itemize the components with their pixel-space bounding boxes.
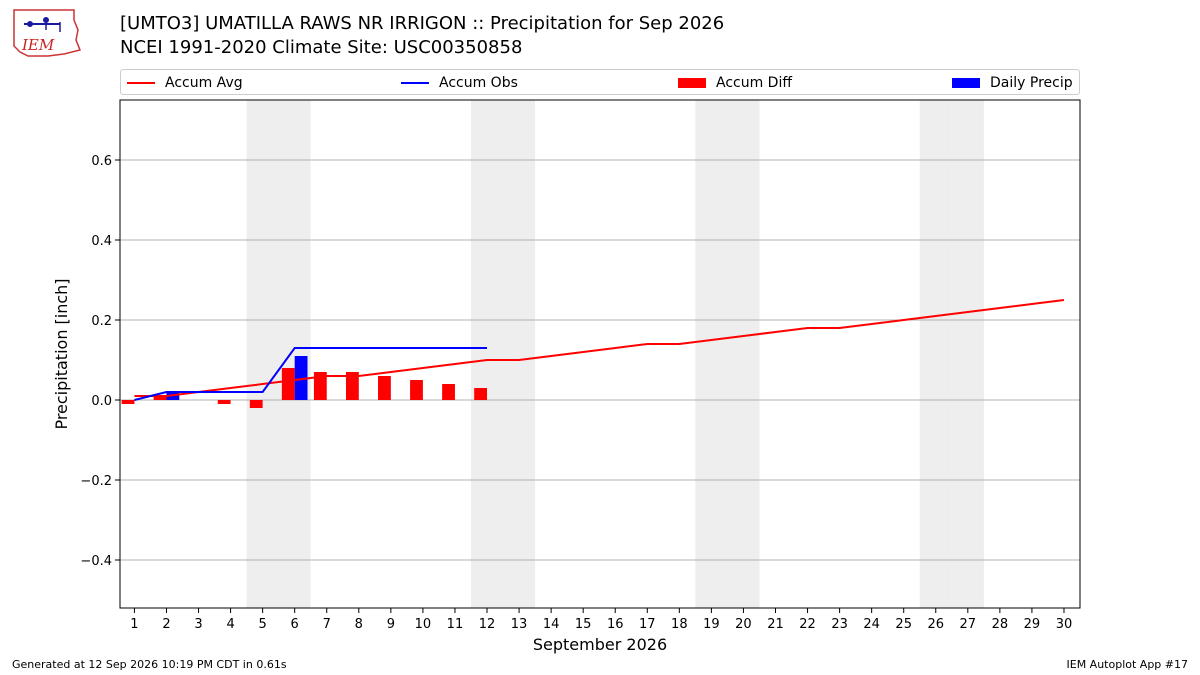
ytick-label-2: 0.0 xyxy=(91,394,112,409)
weekend-band-19 xyxy=(695,100,728,608)
chart-title: [UMTO3] UMATILLA RAWS NR IRRIGON :: Prec… xyxy=(120,13,725,34)
daily-bar-6 xyxy=(294,356,308,400)
weekend-band-27 xyxy=(951,100,984,608)
xtick-label-28: 28 xyxy=(992,617,1009,632)
xtick-label-13: 13 xyxy=(511,617,528,632)
legend-swatch-daily-precip xyxy=(952,78,980,88)
xtick-label-3: 3 xyxy=(194,617,202,632)
diff-bar-12 xyxy=(474,388,488,400)
logo-text: IEM xyxy=(21,36,55,54)
weekend-band-12 xyxy=(470,100,504,608)
diff-bar-8 xyxy=(345,372,359,400)
accum-obs-line xyxy=(134,347,488,401)
xtick-label-2: 2 xyxy=(162,617,170,632)
legend-item-accum-diff: Accum Diff xyxy=(678,74,792,92)
legend: Accum Avg Accum Obs Accum Diff Daily Pre… xyxy=(120,69,1080,95)
ytick-label-5: 0.6 xyxy=(91,154,112,169)
weekend-band-5 xyxy=(246,100,279,608)
xtick-label-11: 11 xyxy=(447,617,464,632)
x-axis-label: September 2026 xyxy=(533,635,667,654)
legend-item-daily-precip: Daily Precip xyxy=(952,74,1073,92)
xtick-label-10: 10 xyxy=(415,617,432,632)
xtick-label-29: 29 xyxy=(1024,617,1041,632)
xtick-label-17: 17 xyxy=(639,617,656,632)
xtick-label-25: 25 xyxy=(895,617,912,632)
diff-bar-1 xyxy=(121,400,135,404)
weekend-band-20 xyxy=(727,100,760,608)
legend-item-accum-obs: Accum Obs xyxy=(401,74,518,92)
xtick-label-23: 23 xyxy=(831,617,848,632)
diff-bar-9 xyxy=(378,376,391,400)
xtick-label-26: 26 xyxy=(927,617,944,632)
y-axis-label: Precipitation [inch] xyxy=(52,278,71,429)
xtick-label-18: 18 xyxy=(671,617,688,632)
diff-bar-2 xyxy=(153,396,167,400)
weekend-band-26 xyxy=(919,100,952,608)
accum-avg-line xyxy=(134,299,1065,397)
xtick-label-12: 12 xyxy=(479,617,496,632)
title-block: [UMTO3] UMATILLA RAWS NR IRRIGON :: Prec… xyxy=(120,12,724,60)
legend-label-accum-obs: Accum Obs xyxy=(439,75,518,91)
xtick-label-16: 16 xyxy=(607,617,624,632)
xtick-label-20: 20 xyxy=(735,617,752,632)
ytick-label-1: −0.2 xyxy=(80,474,112,489)
weekend-band-6 xyxy=(278,100,311,608)
plot-frame xyxy=(119,99,1081,609)
xtick-label-27: 27 xyxy=(960,617,977,632)
xtick-label-15: 15 xyxy=(575,617,592,632)
xtick-label-19: 19 xyxy=(703,617,720,632)
diff-bar-6 xyxy=(281,368,295,400)
diff-bar-10 xyxy=(410,380,423,400)
ytick-label-0: −0.4 xyxy=(80,554,112,569)
diff-bar-11 xyxy=(442,384,455,400)
footer-app: IEM Autoplot App #17 xyxy=(1066,658,1189,671)
daily-bar-2 xyxy=(166,392,180,400)
legend-label-daily-precip: Daily Precip xyxy=(990,75,1073,91)
xtick-label-7: 7 xyxy=(323,617,331,632)
legend-swatch-accum-avg xyxy=(127,82,155,84)
legend-swatch-accum-diff xyxy=(678,78,706,88)
xtick-label-4: 4 xyxy=(226,617,234,632)
diff-bar-5 xyxy=(249,400,263,408)
chart-subtitle: NCEI 1991-2020 Climate Site: USC00350858 xyxy=(120,37,523,58)
ytick-label-3: 0.2 xyxy=(91,314,112,329)
xtick-label-22: 22 xyxy=(799,617,816,632)
xtick-label-1: 1 xyxy=(130,617,138,632)
xtick-label-6: 6 xyxy=(291,617,299,632)
diff-bar-4 xyxy=(217,400,231,404)
xtick-label-5: 5 xyxy=(258,617,266,632)
iem-logo: IEM xyxy=(13,9,82,57)
legend-label-accum-avg: Accum Avg xyxy=(165,75,243,91)
xtick-label-8: 8 xyxy=(355,617,363,632)
ytick-label-4: 0.4 xyxy=(91,234,112,249)
legend-label-accum-diff: Accum Diff xyxy=(716,75,793,91)
footer-generated: Generated at 12 Sep 2026 10:19 PM CDT in… xyxy=(12,658,287,671)
legend-item-accum-avg: Accum Avg xyxy=(127,74,243,92)
diff-bar-7 xyxy=(313,372,327,400)
weekend-band-13 xyxy=(503,100,536,608)
legend-swatch-accum-obs xyxy=(401,82,429,84)
xtick-label-30: 30 xyxy=(1056,617,1073,632)
xtick-label-24: 24 xyxy=(863,617,880,632)
xtick-label-9: 9 xyxy=(387,617,395,632)
xtick-label-14: 14 xyxy=(543,617,560,632)
xtick-label-21: 21 xyxy=(767,617,784,632)
